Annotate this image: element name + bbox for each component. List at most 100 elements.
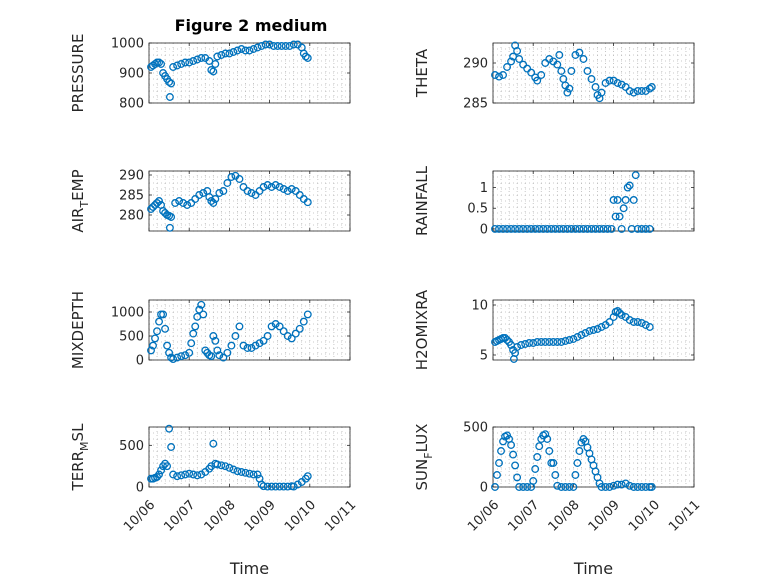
data-point [265, 40, 274, 49]
data-point [555, 51, 564, 59]
data-point [217, 51, 226, 59]
x-tick-label: 10/07 [505, 498, 542, 535]
data-point [215, 189, 224, 197]
data-point [171, 199, 180, 207]
data-point [629, 483, 638, 491]
data-point [617, 80, 626, 89]
x-tick-label: 10/11 [322, 498, 359, 535]
axes-frame [148, 170, 351, 232]
data-point [283, 332, 292, 340]
data-point [613, 480, 622, 489]
data-point [551, 224, 560, 233]
data-point [527, 68, 536, 77]
data-point [247, 344, 256, 352]
y-axis-label: AIRTEMP [69, 169, 91, 232]
data-point [175, 197, 184, 205]
data-point [515, 55, 524, 63]
data-point [223, 348, 232, 357]
data-point [623, 183, 632, 192]
data-point [495, 72, 503, 81]
data-point [625, 181, 634, 190]
data-point [567, 67, 576, 75]
data-point [239, 341, 248, 350]
data-point [609, 76, 618, 85]
data-point [261, 40, 270, 49]
data-point [585, 327, 594, 335]
data-point [163, 341, 172, 350]
axes-frame [148, 299, 351, 361]
data-point [633, 87, 642, 95]
data-point [225, 463, 234, 472]
data-point [167, 443, 176, 451]
subplot-4: 0 0.5 1 RAINFALL [413, 165, 695, 237]
data-point [579, 55, 588, 63]
data-point [513, 473, 522, 482]
data-point [609, 313, 618, 321]
data-point [165, 78, 174, 86]
data-point [211, 195, 220, 203]
data-point [573, 459, 582, 467]
data-point [263, 181, 272, 189]
data-point [269, 42, 278, 50]
data-point [173, 61, 182, 70]
data-point [565, 483, 574, 491]
data-point [173, 472, 182, 481]
data-point [253, 43, 262, 52]
data-point [205, 57, 214, 65]
data-point [299, 317, 308, 326]
data-point [271, 482, 280, 491]
data-point [597, 483, 606, 491]
data-point [571, 471, 580, 479]
data-point [535, 224, 544, 233]
y-tick-label: 0 [480, 481, 488, 496]
data-point [279, 482, 288, 491]
data-point [153, 199, 161, 207]
data-point [511, 224, 520, 233]
data-point [519, 483, 528, 491]
x-tick-label: 10/11 [666, 498, 703, 535]
data-point [605, 76, 614, 85]
data-point [197, 54, 206, 62]
data-point [563, 88, 572, 97]
data-point [633, 224, 642, 233]
y-tick-label: 500 [119, 439, 144, 454]
data-point [241, 46, 250, 55]
data-point [249, 470, 258, 479]
data-point [615, 212, 624, 221]
data-point [217, 461, 226, 470]
data-point [509, 450, 518, 459]
data-point [569, 483, 578, 491]
data-point [271, 181, 280, 189]
data-point [501, 334, 510, 342]
data-point [583, 224, 592, 233]
data-point [291, 187, 300, 195]
data-point [193, 55, 202, 64]
data-point [213, 346, 222, 355]
data-point [199, 310, 208, 319]
data-point [519, 224, 528, 233]
data-point [599, 224, 608, 233]
data-point [219, 353, 228, 362]
x-tick-label: 10/06 [465, 498, 502, 535]
y-tick-label: 0 [480, 222, 488, 237]
data-point [287, 334, 296, 343]
x-axis-label: Time [229, 559, 269, 578]
data-point [515, 483, 524, 491]
data-point [213, 52, 222, 61]
data-point [303, 54, 312, 62]
data-point [513, 343, 522, 351]
y-tick-label: 290 [463, 57, 488, 72]
data-point [575, 224, 584, 233]
data-point [295, 191, 304, 199]
data-point [579, 435, 588, 443]
data-point [263, 482, 272, 491]
data-point [613, 196, 622, 204]
data-point [567, 224, 576, 233]
data-point [523, 483, 532, 491]
y-axis-label: SUNFLUX [413, 424, 435, 491]
data-point [637, 224, 646, 233]
y-axis-label: THETA [413, 48, 431, 98]
data-point [289, 40, 298, 49]
data-point [207, 66, 216, 74]
data-point [617, 311, 626, 319]
